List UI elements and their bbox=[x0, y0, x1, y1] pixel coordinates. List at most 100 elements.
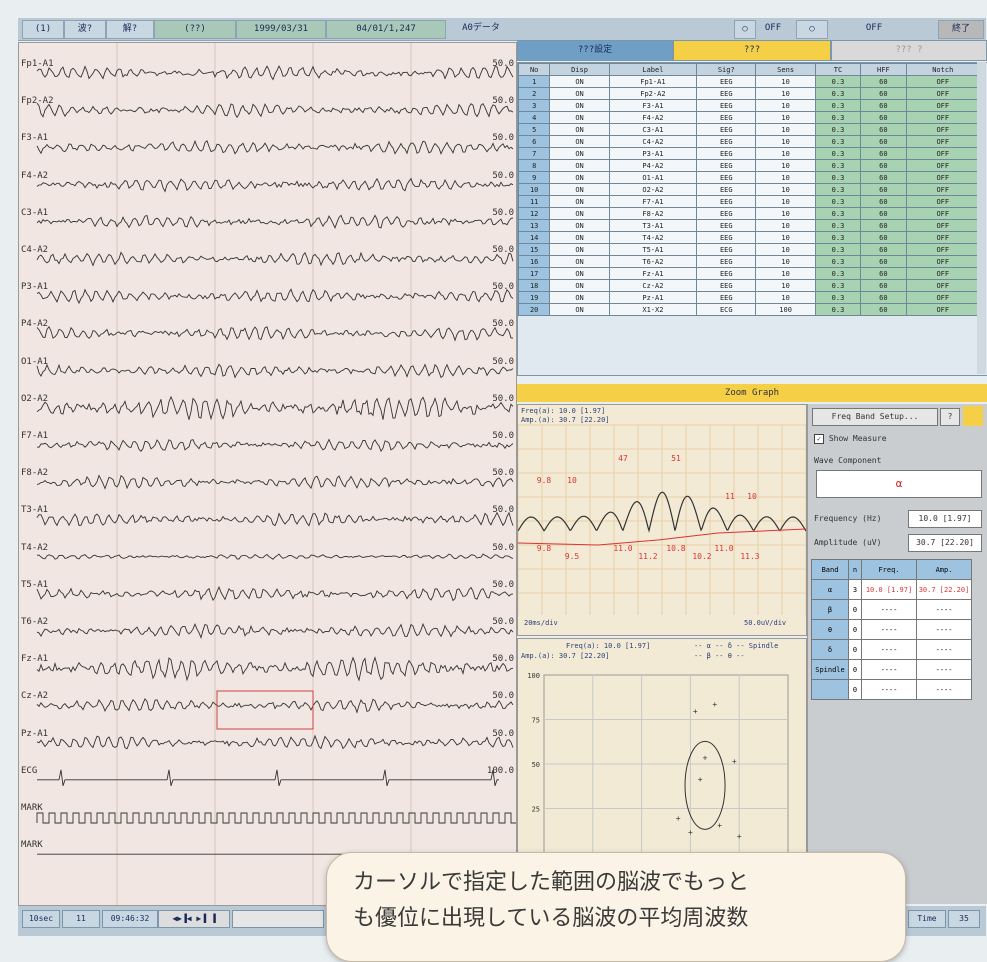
toolbar-date: 1999/03/31 bbox=[236, 20, 326, 39]
band-row[interactable]: θ 0 ---- ---- bbox=[811, 619, 972, 640]
table-scrollbar[interactable] bbox=[977, 62, 986, 374]
table-row[interactable]: 14 ON T4-A2 EEG 10 0.3 60 OFF bbox=[518, 231, 981, 244]
table-cell: 10 bbox=[755, 207, 816, 220]
table-cell[interactable]: ON bbox=[549, 75, 610, 88]
time-scale-select[interactable]: 10sec bbox=[22, 910, 60, 928]
toolbar-btn-1[interactable]: (1) bbox=[22, 20, 64, 39]
cursor-selection-box[interactable] bbox=[216, 690, 314, 730]
table-cell: Fp1-A1 bbox=[608, 75, 698, 88]
tab-other[interactable]: ??? ? bbox=[831, 40, 987, 61]
toolbar-toggle-1[interactable]: ○ bbox=[734, 20, 756, 39]
toolbar-btn-3[interactable]: 解? bbox=[106, 20, 154, 39]
help-button[interactable]: ? bbox=[940, 408, 960, 426]
table-cell[interactable]: ON bbox=[549, 123, 610, 136]
table-row[interactable]: 15 ON T5-A1 EEG 10 0.3 60 OFF bbox=[518, 243, 981, 256]
scatter-point: + bbox=[693, 707, 698, 716]
table-cell: 10 bbox=[755, 219, 816, 232]
table-header[interactable]: Sens bbox=[755, 63, 816, 76]
table-cell[interactable]: ON bbox=[549, 87, 610, 100]
table-cell[interactable]: ON bbox=[549, 267, 610, 280]
toolbar-btn-4[interactable]: (??) bbox=[154, 20, 236, 39]
table-header[interactable]: Label bbox=[608, 63, 698, 76]
table-row[interactable]: 19 ON Pz-A1 EEG 10 0.3 60 OFF bbox=[518, 291, 981, 304]
table-cell[interactable]: ON bbox=[549, 111, 610, 124]
band-row[interactable]: δ 0 ---- ---- bbox=[811, 639, 972, 660]
show-measure-checkbox[interactable]: ✓ bbox=[814, 434, 824, 444]
toolbar-toggle-2-state: OFF bbox=[865, 23, 883, 33]
table-cell[interactable]: ON bbox=[549, 231, 610, 244]
table-cell: EEG bbox=[696, 99, 757, 112]
table-row[interactable]: 12 ON F8-A2 EEG 10 0.3 60 OFF bbox=[518, 207, 981, 220]
table-row[interactable]: 1 ON Fp1-A1 EEG 10 0.3 60 OFF bbox=[518, 75, 981, 88]
table-header[interactable]: HFF bbox=[860, 63, 907, 76]
table-row[interactable]: 11 ON F7-A1 EEG 10 0.3 60 OFF bbox=[518, 195, 981, 208]
table-cell[interactable]: ON bbox=[549, 171, 610, 184]
time-scrollbar[interactable] bbox=[232, 910, 324, 928]
trough-label: 11.3 bbox=[740, 552, 759, 561]
table-row[interactable]: 3 ON F3-A1 EEG 10 0.3 60 OFF bbox=[518, 99, 981, 112]
freq-band-setup-button[interactable]: Freq Band Setup... bbox=[812, 408, 938, 426]
table-cell[interactable]: ON bbox=[549, 207, 610, 220]
table-header[interactable]: Disp bbox=[549, 63, 610, 76]
table-cell: EEG bbox=[696, 267, 757, 280]
eeg-waveform-panel[interactable]: Fp1-A1 50.0 Fp2-A2 50.0 F3-A1 50.0 F4-A2 50.0 C3… bbox=[18, 42, 517, 906]
band-row[interactable]: 0 ---- ---- bbox=[811, 679, 972, 700]
table-cell[interactable]: ON bbox=[549, 219, 610, 232]
scatter-plot-panel[interactable]: Freq(a): 10.0 [1.97] Amp.(a): 30.7 [22.2… bbox=[517, 638, 807, 860]
band-cell: ---- bbox=[861, 619, 917, 640]
show-measure-label: Show Measure bbox=[828, 434, 887, 443]
table-row[interactable]: 18 ON Cz-A2 EEG 10 0.3 60 OFF bbox=[518, 279, 981, 292]
toolbar-toggle-2[interactable]: ○ bbox=[796, 20, 828, 39]
table-cell[interactable]: ON bbox=[549, 279, 610, 292]
tab-channel-settings[interactable]: ???設定 bbox=[517, 40, 673, 61]
band-row[interactable]: β 0 ---- ---- bbox=[811, 599, 972, 620]
table-cell[interactable]: ON bbox=[549, 255, 610, 268]
eeg-trace bbox=[36, 139, 514, 155]
navigation-controls[interactable]: ◀▶▐◀ ▶▐ ▐ bbox=[158, 910, 230, 928]
band-cell: α bbox=[811, 579, 849, 600]
table-row[interactable]: 16 ON T6-A2 EEG 10 0.3 60 OFF bbox=[518, 255, 981, 268]
table-row[interactable]: 7 ON P3-A1 EEG 10 0.3 60 OFF bbox=[518, 147, 981, 160]
table-cell: 0.3 bbox=[814, 255, 862, 268]
table-header[interactable]: No bbox=[518, 63, 551, 76]
table-cell[interactable]: ON bbox=[549, 159, 610, 172]
eeg-trace bbox=[36, 64, 514, 81]
table-header[interactable]: TC bbox=[814, 63, 862, 76]
table-header[interactable]: Notch bbox=[905, 63, 981, 76]
table-cell[interactable]: ON bbox=[549, 147, 610, 160]
table-row[interactable]: 13 ON T3-A1 EEG 10 0.3 60 OFF bbox=[518, 219, 981, 232]
band-row[interactable]: Spindle 0 ---- ---- bbox=[811, 659, 972, 680]
table-row[interactable]: 6 ON C4-A2 EEG 10 0.3 60 OFF bbox=[518, 135, 981, 148]
table-cell[interactable]: ON bbox=[549, 135, 610, 148]
table-row[interactable]: 9 ON O1-A1 EEG 10 0.3 60 OFF bbox=[518, 171, 981, 184]
table-cell[interactable]: ON bbox=[549, 291, 610, 304]
table-cell: 60 bbox=[860, 111, 907, 124]
table-cell[interactable]: ON bbox=[549, 243, 610, 256]
table-cell: OFF bbox=[905, 195, 981, 208]
eeg-trace bbox=[36, 511, 514, 527]
table-row[interactable]: 2 ON Fp2-A2 EEG 10 0.3 60 OFF bbox=[518, 87, 981, 100]
scatter-amp-readout: Amp.(a): 30.7 [22.20] bbox=[521, 652, 610, 660]
table-row[interactable]: 5 ON C3-A1 EEG 10 0.3 60 OFF bbox=[518, 123, 981, 136]
table-cell[interactable]: ON bbox=[549, 195, 610, 208]
table-cell: 60 bbox=[860, 135, 907, 148]
time-button[interactable]: Time bbox=[908, 910, 946, 928]
table-row[interactable]: 4 ON F4-A2 EEG 10 0.3 60 OFF bbox=[518, 111, 981, 124]
band-cell: Spindle bbox=[811, 659, 849, 680]
table-row[interactable]: 20 ON X1-X2 ECG 100 0.3 60 OFF bbox=[518, 303, 981, 316]
table-cell: 60 bbox=[860, 303, 907, 316]
table-cell: 12 bbox=[518, 207, 551, 220]
toolbar-btn-2[interactable]: 波? bbox=[64, 20, 106, 39]
table-row[interactable]: 10 ON O2-A2 EEG 10 0.3 60 OFF bbox=[518, 183, 981, 196]
table-cell[interactable]: ON bbox=[549, 183, 610, 196]
band-row[interactable]: α 3 10.0 [1.97] 30.7 [22.20] bbox=[811, 579, 972, 600]
table-cell[interactable]: ON bbox=[549, 303, 610, 316]
exit-button[interactable]: 終了 bbox=[938, 20, 984, 39]
table-row[interactable]: 17 ON Fz-A1 EEG 10 0.3 60 OFF bbox=[518, 267, 981, 280]
zoom-waveform-graph[interactable]: 9.8 10 47 51 11 10 9.8 9.5 11.0 11.2 10.8 10.2 11.0 1… bbox=[517, 404, 807, 636]
table-header[interactable]: Sig? bbox=[696, 63, 757, 76]
table-row[interactable]: 8 ON P4-A2 EEG 10 0.3 60 OFF bbox=[518, 159, 981, 172]
band-cell: 3 bbox=[848, 579, 862, 600]
table-cell[interactable]: ON bbox=[549, 99, 610, 112]
tab-analysis[interactable]: ??? bbox=[673, 40, 831, 61]
